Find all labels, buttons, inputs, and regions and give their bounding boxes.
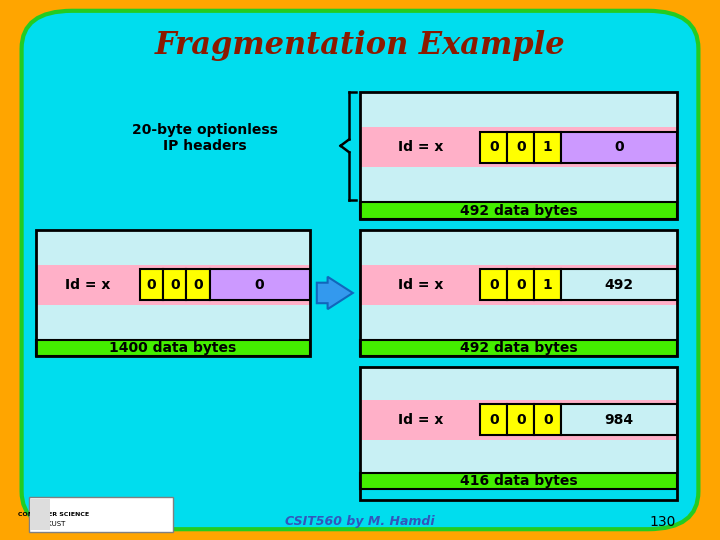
Text: 416 data bytes: 416 data bytes	[459, 474, 577, 488]
Bar	[140, 269, 163, 300]
Text: 0: 0	[516, 140, 526, 154]
Text: 984: 984	[604, 413, 634, 427]
Text: 0: 0	[193, 278, 203, 292]
Bar	[360, 230, 677, 265]
Bar	[561, 404, 677, 435]
Bar	[360, 400, 677, 440]
Text: 0: 0	[147, 278, 156, 292]
Text: 0: 0	[170, 278, 180, 292]
Text: Fragmentation Example: Fragmentation Example	[155, 30, 565, 62]
Bar	[508, 269, 534, 300]
Text: 0: 0	[255, 278, 264, 292]
Bar	[480, 404, 508, 435]
Bar	[186, 269, 210, 300]
Bar	[534, 132, 561, 163]
Text: CSIT560 by M. Hamdi: CSIT560 by M. Hamdi	[285, 515, 435, 528]
Bar	[534, 404, 561, 435]
Text: Id = x: Id = x	[397, 140, 443, 154]
Bar	[480, 269, 508, 300]
FancyArrow shape	[317, 276, 353, 309]
Text: 0: 0	[489, 140, 499, 154]
Text: 0: 0	[543, 413, 552, 427]
Bar	[360, 367, 677, 500]
Text: Id = x: Id = x	[66, 278, 111, 292]
Text: 0: 0	[489, 278, 499, 292]
Bar	[30, 499, 50, 530]
Bar	[360, 340, 677, 356]
Bar	[360, 202, 677, 219]
Bar	[360, 167, 677, 202]
Bar	[561, 132, 677, 163]
Bar	[360, 230, 677, 356]
Bar	[360, 305, 677, 340]
Bar	[360, 472, 677, 489]
Text: 1: 1	[543, 140, 552, 154]
Text: Id = x: Id = x	[397, 278, 443, 292]
Bar	[36, 230, 310, 265]
Bar	[360, 367, 677, 400]
Text: 1400 data bytes: 1400 data bytes	[109, 341, 236, 355]
Text: 0: 0	[489, 413, 499, 427]
Bar	[508, 132, 534, 163]
Bar	[360, 440, 677, 472]
Text: 0: 0	[516, 278, 526, 292]
Bar	[561, 269, 677, 300]
Text: 0: 0	[516, 413, 526, 427]
Text: 492 data bytes: 492 data bytes	[459, 204, 577, 218]
Bar	[36, 265, 310, 305]
Text: 0: 0	[614, 140, 624, 154]
Bar	[36, 305, 310, 340]
Bar	[360, 265, 677, 305]
Text: COMPUTER SCIENCE: COMPUTER SCIENCE	[19, 511, 89, 517]
Text: Id = x: Id = x	[397, 413, 443, 427]
Bar	[163, 269, 186, 300]
Text: 130: 130	[649, 515, 675, 529]
Text: 1: 1	[543, 278, 552, 292]
Text: 20-byte optionless
IP headers: 20-byte optionless IP headers	[132, 123, 278, 153]
Bar	[36, 230, 310, 356]
Bar	[210, 269, 310, 300]
Text: HKUST: HKUST	[42, 521, 66, 527]
Bar	[508, 404, 534, 435]
Bar	[480, 132, 508, 163]
Bar	[29, 497, 173, 532]
Bar	[534, 269, 561, 300]
Bar	[360, 92, 677, 127]
Bar	[360, 92, 677, 219]
Text: 492 data bytes: 492 data bytes	[459, 341, 577, 355]
Text: 492: 492	[604, 278, 634, 292]
Bar	[36, 340, 310, 356]
Bar	[360, 127, 677, 167]
